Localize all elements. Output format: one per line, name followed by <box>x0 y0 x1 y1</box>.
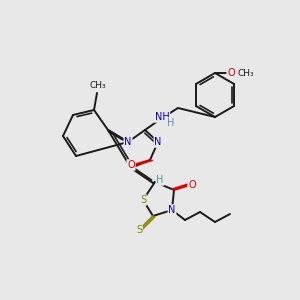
Text: CH₃: CH₃ <box>90 80 106 89</box>
Text: O: O <box>127 160 135 170</box>
Text: O: O <box>227 68 235 78</box>
Text: H: H <box>167 118 175 128</box>
Text: CH₃: CH₃ <box>238 68 254 77</box>
Text: S: S <box>136 225 142 235</box>
Text: NH: NH <box>154 112 169 122</box>
Text: N: N <box>124 137 132 147</box>
Text: O: O <box>188 180 196 190</box>
Text: N: N <box>154 137 162 147</box>
Text: H: H <box>156 175 164 185</box>
Text: N: N <box>168 205 176 215</box>
Text: S: S <box>140 195 146 205</box>
